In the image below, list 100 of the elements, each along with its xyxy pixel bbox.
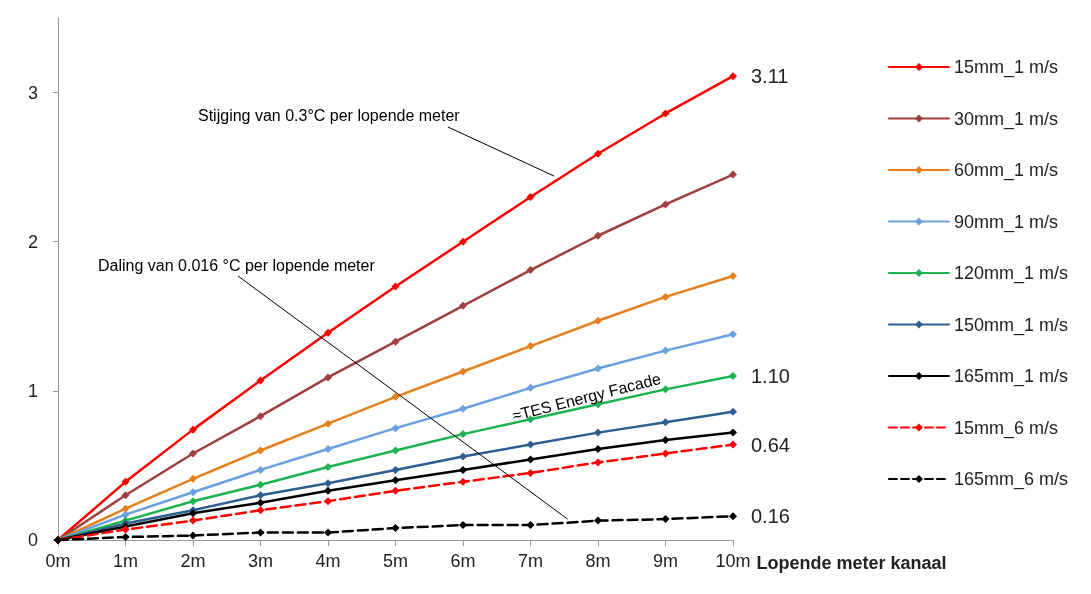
point (256, 376, 265, 385)
point (729, 170, 737, 179)
point (256, 506, 265, 515)
annotation: Stijging van 0.3°C per lopende meter (198, 106, 460, 126)
point (324, 462, 332, 471)
point (121, 491, 130, 500)
point (459, 477, 467, 486)
point (526, 468, 535, 477)
legend-label: 90mm_1 m/s (953, 211, 1058, 233)
legend-label: 60mm_1 m/s (953, 160, 1058, 181)
y-tick-label: 3 (27, 82, 38, 103)
point (324, 373, 332, 382)
point (324, 479, 332, 488)
point (189, 425, 197, 434)
point (661, 418, 670, 427)
point (526, 192, 535, 201)
point (459, 452, 467, 461)
point (661, 385, 670, 394)
data-label: 0.64 (751, 433, 790, 456)
point (594, 458, 602, 467)
x-tick-label: 3m (247, 551, 274, 571)
point (189, 497, 197, 506)
point (256, 412, 265, 421)
data-label: 1.10 (751, 364, 790, 387)
point (594, 364, 602, 373)
x-tick-label: 4m (315, 551, 341, 571)
point (459, 521, 467, 530)
x-tick-label: 10m (715, 551, 751, 571)
point (594, 231, 602, 240)
point (661, 449, 670, 458)
point (459, 430, 467, 439)
point (324, 528, 332, 537)
point (189, 449, 197, 458)
point (189, 474, 197, 483)
point (661, 200, 670, 209)
point (256, 498, 265, 507)
point (459, 465, 467, 474)
point (729, 440, 737, 449)
point (729, 428, 737, 437)
legend-label: 165mm_6 m/s (953, 469, 1069, 490)
point (189, 516, 197, 525)
x-tick-label: 9m (652, 551, 679, 571)
point (526, 383, 535, 392)
point (661, 109, 670, 118)
point (324, 497, 332, 506)
point (459, 367, 467, 376)
point (729, 330, 737, 339)
annotation: Daling van 0.016 °C per lopende meter (98, 256, 375, 276)
point (459, 237, 467, 246)
x-tick-label: 1m (112, 551, 139, 571)
point (526, 266, 535, 275)
legend-label: 120mm_1 m/s (953, 263, 1069, 284)
y-tick-label: 2 (27, 231, 38, 252)
point (594, 149, 602, 158)
point (729, 272, 737, 281)
point (594, 316, 602, 325)
point (121, 533, 130, 542)
point (459, 301, 467, 310)
point (526, 455, 535, 464)
point (391, 524, 400, 533)
point (729, 512, 737, 521)
annotation: ≈TES Energy Facade (510, 369, 663, 425)
point (256, 528, 265, 537)
point (526, 440, 535, 449)
point (661, 346, 670, 355)
x-tick-label: 0m (45, 551, 71, 571)
point (324, 445, 332, 454)
x-tick-label: 7m (517, 551, 544, 571)
legend-label: 15mm_1 m/s (953, 57, 1058, 78)
x-axis-title: Lopende meter kanaal (756, 553, 947, 573)
point (121, 504, 130, 513)
point (256, 446, 265, 455)
point (256, 480, 265, 489)
point (729, 72, 737, 81)
point (594, 445, 602, 454)
point (661, 515, 670, 524)
point (324, 328, 332, 337)
point (189, 531, 197, 540)
y-tick-label: 1 (27, 380, 38, 401)
point (391, 476, 400, 485)
point (391, 282, 400, 291)
point (256, 465, 265, 474)
point (324, 486, 332, 495)
point (391, 465, 400, 474)
point (391, 486, 400, 495)
legend-label: 150mm_1 m/s (953, 314, 1069, 336)
point (121, 477, 130, 486)
y-tick-label: 0 (27, 530, 38, 550)
point (729, 371, 737, 380)
data-label: 0.16 (751, 505, 790, 528)
x-tick-label: 2m (180, 551, 206, 571)
point (729, 407, 737, 416)
x-tick-label: 8m (585, 551, 611, 571)
point (391, 446, 400, 455)
point (121, 510, 130, 519)
legend-label: 165mm_1 m/s (953, 366, 1069, 387)
data-label: 3.11 (751, 65, 789, 88)
point (391, 392, 400, 401)
point (594, 516, 602, 525)
point (526, 342, 535, 351)
